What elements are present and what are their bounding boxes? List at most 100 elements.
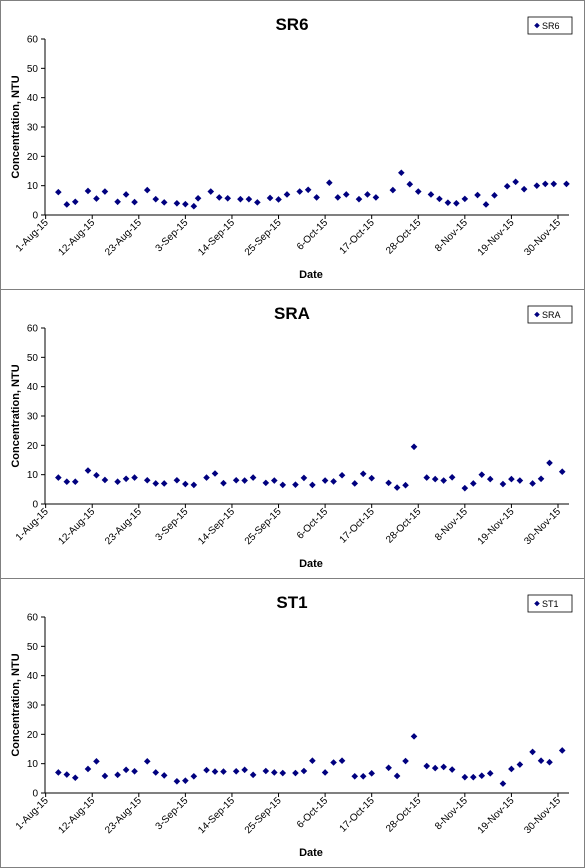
chart-0-data-point (296, 188, 303, 195)
chart-2-data-point (203, 766, 210, 774)
chart-2-data-point (270, 769, 278, 776)
chart-2-title: ST1 (276, 593, 307, 612)
chart-0-data-point (520, 185, 528, 193)
chart-0-legend: SR6 (527, 16, 573, 35)
chart-1-x-tick-label: 28-Oct-15 (384, 506, 424, 546)
chart-1-data-point (122, 475, 130, 483)
chart-2-data-point (537, 757, 545, 765)
chart-0-data-point (389, 186, 397, 194)
chart-2-data-point (431, 764, 439, 772)
chart-2-data-point (470, 773, 477, 781)
chart-2-data-point (279, 769, 287, 777)
chart-2-data-point (321, 769, 329, 776)
chart-0-data-point (550, 180, 558, 188)
chart-1-data-point (160, 480, 168, 487)
chart-1-data-point (211, 470, 219, 477)
chart-2-data-point (292, 769, 299, 777)
chart-2-x-tick-label: 6-Oct-15 (295, 795, 331, 831)
chart-0-legend-label: SR6 (542, 21, 560, 31)
chart-1-data-point (262, 479, 270, 487)
chart-1-data-point (410, 443, 418, 451)
chart-1-data-point (55, 474, 62, 481)
chart-1-data-point (558, 468, 566, 476)
chart-0-y-axis-label: Concentration, NTU (10, 75, 22, 178)
chart-0-data-point (122, 191, 130, 198)
chart-0-data-point (313, 194, 320, 201)
chart-0-x-tick-label: 23-Aug-15 (103, 217, 144, 258)
chart-0-data-point (224, 194, 232, 202)
chart-2-data-point (461, 773, 469, 781)
chart-1-data-point (190, 481, 198, 489)
chart-2-data-point (262, 767, 270, 775)
chart-0-legend-box (527, 16, 573, 35)
chart-1-x-tick-label: 25-Sep-15 (243, 506, 284, 547)
chart-0-data-point (93, 195, 100, 202)
chart-1-legend-label: SRA (542, 310, 561, 320)
chart-panel-sra: SRA 0 10 20 30 40 50 60 1-Aug-15 12-Aug-15 23-Aug-… (0, 289, 585, 580)
chart-0-data-point (398, 169, 405, 177)
chart-0-data-point (182, 200, 189, 208)
chart-1-data-point (359, 470, 367, 478)
chart-2-y-tick-label: 30 (27, 701, 39, 712)
chart-0-data-point (342, 191, 350, 198)
chart-0-data-point (254, 199, 261, 206)
chart-1-data-point (351, 480, 359, 487)
chart-2-y-tick-label: 0 (32, 789, 38, 800)
chart-0-data-point (237, 195, 244, 203)
chart-0-y-tick-label: 20 (27, 152, 39, 163)
chart-2-x-tick-label: 17-Oct-15 (338, 795, 378, 835)
chart-1-x-axis-label: Date (299, 558, 323, 570)
chart-1-data-point (182, 480, 189, 488)
chart-0-data-point (101, 188, 109, 195)
chart-1-data-point (537, 475, 545, 483)
chart-1-data-point (63, 478, 71, 486)
chart-0-data-point (364, 191, 371, 198)
chart-0-data-point (436, 195, 443, 203)
chart-1-x-tick-label: 30-Nov-15 (522, 506, 563, 547)
chart-0-y-tick-label: 0 (32, 211, 38, 222)
chart-2-data-point (448, 766, 456, 773)
chart-1-title: SRA (274, 304, 310, 323)
chart-2-x-tick-label: 23-Aug-15 (103, 795, 144, 836)
chart-0-data-point (406, 180, 414, 188)
chart-0-data-point (461, 195, 469, 203)
chart-1-data-point (152, 480, 160, 487)
chart-2-data-point (300, 767, 308, 775)
chart-2-y-axis-label: Concentration, NTU (10, 653, 22, 756)
chart-2-x-tick-label: 8-Nov-15 (433, 795, 470, 832)
chart-0-x-tick-label: 28-Oct-15 (384, 217, 424, 257)
chart-2-data-point (211, 768, 219, 775)
chart-0-data-point (114, 198, 121, 206)
chart-0-title: SR6 (275, 15, 308, 34)
chart-1-data-point (321, 477, 329, 484)
chart-1-data-point (461, 484, 469, 492)
chart-1-data-point (279, 481, 287, 489)
chart-2-data-point (402, 757, 409, 765)
chart-0-x-tick-label: 1-Aug-15 (14, 217, 51, 254)
chart-0-data-point (355, 195, 363, 203)
chart-0-data-point (563, 180, 570, 188)
chart-1-x-tick-label: 8-Nov-15 (433, 506, 470, 543)
chart-1-data-point (101, 476, 109, 484)
chart-2-y-tick-label: 60 (27, 613, 39, 624)
chart-0-data-point (474, 191, 481, 199)
chart-svg-st1: ST1 0 10 20 30 40 50 60 1-Aug-15 12-Aug-15 23-Aug-… (10, 593, 573, 859)
chart-2-data-point (241, 766, 248, 774)
chart-0-data-point (71, 198, 79, 206)
chart-0-data-point (173, 199, 181, 207)
chart-0-data-point (275, 196, 282, 203)
chart-0-data-point (512, 178, 519, 186)
chart-0-data-point (63, 201, 71, 208)
chart-1-legend-marker (534, 311, 540, 318)
chart-1-x-tick-label: 23-Aug-15 (103, 506, 144, 547)
chart-0-y-tick-label: 40 (27, 93, 39, 104)
chart-2-x-tick-label: 30-Nov-15 (522, 795, 563, 836)
chart-0-data-point (283, 191, 291, 198)
chart-2-data-point (55, 769, 62, 776)
chart-0-y-tick-label: 30 (27, 123, 39, 134)
chart-0-data-point (131, 198, 138, 206)
chart-2-data-point (546, 758, 553, 766)
chart-2-data-point (499, 780, 507, 787)
chart-0-legend-marker (534, 22, 540, 29)
chart-0-x-tick-label: 14-Sep-15 (196, 217, 237, 258)
